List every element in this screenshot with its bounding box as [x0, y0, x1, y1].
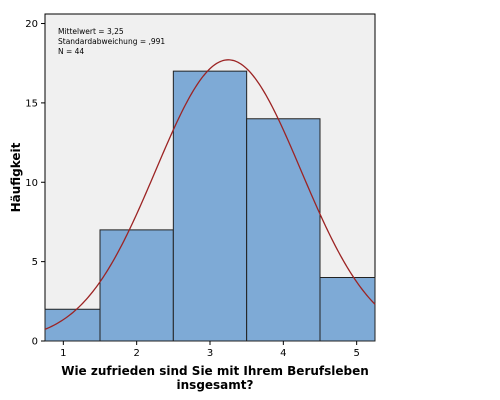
y-tick-label: 15: [25, 98, 38, 109]
y-tick-label: 20: [25, 19, 38, 30]
y-axis-title: Häufigkeit: [9, 142, 23, 212]
y-tick-label: 5: [32, 257, 38, 268]
histogram-bar-5: [319, 277, 376, 342]
x-ticks-group: 1 2 3 4 5: [60, 348, 360, 359]
histogram-bar-3: [172, 70, 248, 342]
x-axis-title-line2: insgesamt?: [177, 378, 254, 392]
bars-group: [44, 70, 376, 342]
stats-n-label: N = 44: [58, 47, 84, 56]
y-ticks-group: 0 5 10 15 20: [25, 19, 38, 347]
x-tick-label: 2: [133, 348, 139, 359]
axes-group: [41, 23, 358, 345]
normal-curve: [44, 59, 376, 330]
x-tick-label: 1: [60, 348, 66, 359]
x-axis-title-line1: Wie zufrieden sind Sie mit Ihrem Berufsl…: [61, 364, 369, 378]
stats-sd-label: Standardabweichung = ,991: [58, 37, 165, 46]
y-tick-label: 0: [32, 337, 38, 348]
x-tick-label: 5: [353, 348, 359, 359]
x-tick-label: 4: [280, 348, 286, 359]
histogram-bar-2: [99, 229, 174, 342]
stats-mean-label: Mittelwert = 3,25: [58, 27, 124, 36]
x-tick-label: 3: [207, 348, 213, 359]
histogram-bar-4: [246, 118, 321, 342]
statistics-box: Mittelwert = 3,25 Standardabweichung = ,…: [58, 27, 165, 56]
y-tick-label: 10: [25, 178, 38, 189]
